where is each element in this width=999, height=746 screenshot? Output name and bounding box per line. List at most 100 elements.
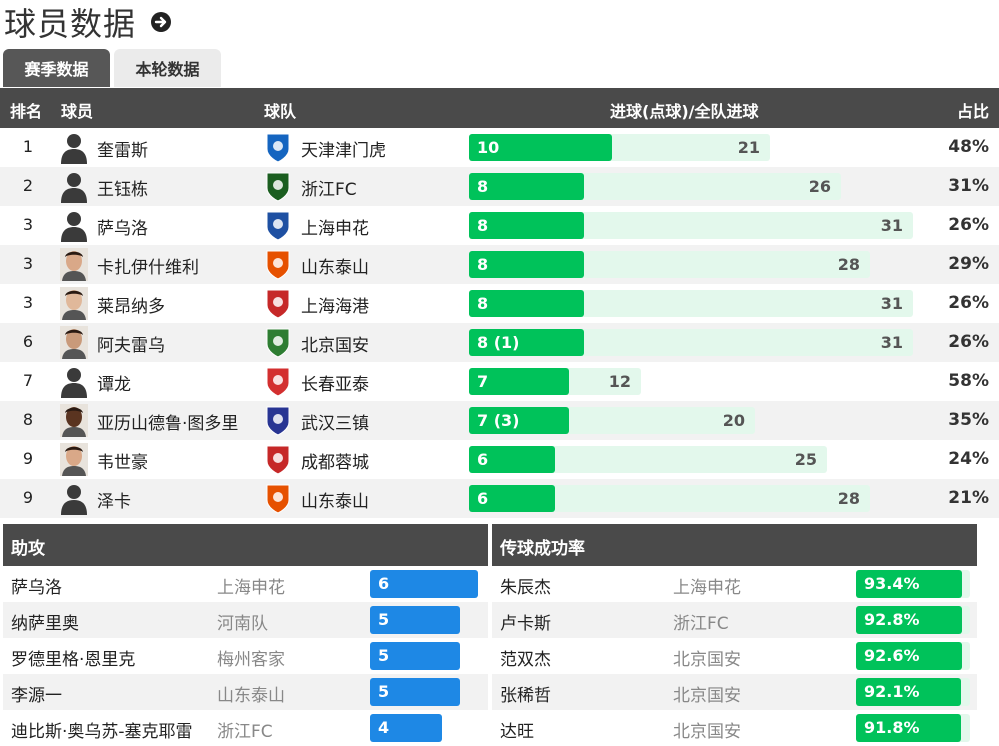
table-row[interactable]: 1 奎雷斯 天津津门虎 10 21 48% <box>0 128 999 167</box>
passing-player-name[interactable]: 张稀哲 <box>500 686 551 706</box>
player-name[interactable]: 韦世豪 <box>97 453 148 473</box>
player-name[interactable]: 谭龙 <box>97 375 131 395</box>
table-row[interactable]: 6 阿夫雷乌 北京国安 8 (1) 31 26% <box>0 323 999 362</box>
rank-cell: 3 <box>22 215 34 234</box>
list-item[interactable]: 罗德里格·恩里克 梅州客家 5 <box>3 638 488 674</box>
player-name[interactable]: 卡扎伊什维利 <box>97 258 199 278</box>
passing-team-name: 浙江FC <box>673 614 729 634</box>
passing-value-bar: 91.8% <box>856 714 961 742</box>
rank-cell: 9 <box>22 488 34 507</box>
rank-cell: 6 <box>22 332 34 351</box>
list-item[interactable]: 范双杰 北京国安 92.6% <box>492 638 977 674</box>
team-goals-value: 26 <box>808 177 831 196</box>
rank-cell: 8 <box>22 410 34 429</box>
header-player: 球员 <box>61 102 94 121</box>
team-name[interactable]: 天津津门虎 <box>301 141 386 161</box>
assist-team-name: 梅州客家 <box>217 650 285 670</box>
team-logo-icon <box>264 248 292 281</box>
list-item[interactable]: 李源一 山东泰山 5 <box>3 674 488 710</box>
goal-ratio: 35% <box>948 410 989 430</box>
assist-player-name[interactable]: 迪比斯·奥乌苏-塞克耶雷 <box>11 722 193 742</box>
team-name[interactable]: 北京国安 <box>301 336 369 356</box>
team-name[interactable]: 浙江FC <box>301 180 357 200</box>
assists-panel: 助攻 萨乌洛 上海申花 6 纳萨里奥 河南队 5 罗德里格·恩里克 梅州客家 5 李源一 山东泰山 5… <box>3 524 488 746</box>
list-item[interactable]: 张稀哲 北京国安 92.1% <box>492 674 977 710</box>
passing-value-bar: 92.1% <box>856 678 961 706</box>
rank-cell: 1 <box>22 137 34 156</box>
team-goals-value: 31 <box>880 216 903 235</box>
player-goals-bar: 8 <box>469 212 584 239</box>
list-item[interactable]: 朱辰杰 上海申花 93.4% <box>492 566 977 602</box>
player-name[interactable]: 奎雷斯 <box>97 141 148 161</box>
scorers-table: 排名 球员 球队 进球(点球)/全队进球 占比 1 奎雷斯 天津津门虎 10 21 48%… <box>0 88 999 518</box>
player-name[interactable]: 萨乌洛 <box>97 219 148 239</box>
list-item[interactable]: 迪比斯·奥乌苏-塞克耶雷 浙江FC 4 <box>3 710 488 746</box>
passing-player-name[interactable]: 朱辰杰 <box>500 578 551 598</box>
team-logo-icon <box>264 482 292 515</box>
passing-value-bar: 92.8% <box>856 606 962 634</box>
goal-ratio: 26% <box>948 293 989 313</box>
player-name[interactable]: 王钰栋 <box>97 180 148 200</box>
team-name[interactable]: 上海海港 <box>301 297 369 317</box>
team-goals-value: 25 <box>794 450 817 469</box>
player-avatar <box>60 482 88 515</box>
player-name[interactable]: 阿夫雷乌 <box>97 336 165 356</box>
rank-cell: 2 <box>22 176 34 195</box>
team-name[interactable]: 上海申花 <box>301 219 369 239</box>
header-team: 球队 <box>264 102 297 121</box>
team-name[interactable]: 山东泰山 <box>301 258 369 278</box>
passing-player-name[interactable]: 卢卡斯 <box>500 614 551 634</box>
table-row[interactable]: 2 王钰栋 浙江FC 8 26 31% <box>0 167 999 206</box>
passing-list: 朱辰杰 上海申花 93.4% 卢卡斯 浙江FC 92.8% 范双杰 北京国安 92.6% 张稀哲北… <box>492 566 977 746</box>
player-avatar <box>60 287 88 320</box>
team-name[interactable]: 武汉三镇 <box>301 414 369 434</box>
team-name[interactable]: 成都蓉城 <box>301 453 369 473</box>
assist-team-name: 河南队 <box>217 614 268 634</box>
assist-value-bar: 4 <box>370 714 442 742</box>
assist-player-name[interactable]: 李源一 <box>11 686 62 706</box>
passing-player-name[interactable]: 范双杰 <box>500 650 551 670</box>
goal-ratio: 26% <box>948 215 989 235</box>
passing-player-name[interactable]: 达旺 <box>500 722 534 742</box>
team-logo-icon <box>264 326 292 359</box>
team-logo-icon <box>264 287 292 320</box>
passing-value-bar: 93.4% <box>856 570 962 598</box>
tab-season-stats[interactable]: 赛季数据 <box>3 49 110 87</box>
goal-ratio: 29% <box>948 254 989 274</box>
table-row[interactable]: 9 韦世豪 成都蓉城 6 25 24% <box>0 440 999 479</box>
player-name[interactable]: 莱昂纳多 <box>97 297 165 317</box>
team-name[interactable]: 长春亚泰 <box>301 375 369 395</box>
list-item[interactable]: 纳萨里奥 河南队 5 <box>3 602 488 638</box>
goal-ratio: 31% <box>948 176 989 196</box>
assist-player-name[interactable]: 罗德里格·恩里克 <box>11 650 136 670</box>
player-avatar <box>60 248 88 281</box>
tab-round-stats[interactable]: 本轮数据 <box>114 49 221 87</box>
team-goals-value: 12 <box>608 372 631 391</box>
player-goals-bar: 6 <box>469 446 555 473</box>
table-row[interactable]: 3 萨乌洛 上海申花 8 31 26% <box>0 206 999 245</box>
list-item[interactable]: 达旺 北京国安 91.8% <box>492 710 977 746</box>
goal-ratio: 48% <box>948 137 989 157</box>
passing-team-name: 北京国安 <box>673 722 741 742</box>
goal-ratio: 21% <box>948 488 989 508</box>
team-name[interactable]: 山东泰山 <box>301 492 369 512</box>
arrow-right-circle-icon[interactable] <box>150 11 172 33</box>
player-name[interactable]: 泽卡 <box>97 492 131 512</box>
passing-value-bar: 92.6% <box>856 642 962 670</box>
team-logo-icon <box>264 443 292 476</box>
assist-player-name[interactable]: 萨乌洛 <box>11 578 62 598</box>
table-row[interactable]: 7 谭龙 长春亚泰 7 12 58% <box>0 362 999 401</box>
rank-cell: 3 <box>22 293 34 312</box>
list-item[interactable]: 萨乌洛 上海申花 6 <box>3 566 488 602</box>
player-name[interactable]: 亚历山德鲁·图多里 <box>97 414 239 434</box>
tab-bar: 赛季数据 本轮数据 <box>3 49 221 87</box>
assist-player-name[interactable]: 纳萨里奥 <box>11 614 79 634</box>
table-row[interactable]: 8 亚历山德鲁·图多里 武汉三镇 7 (3) 20 35% <box>0 401 999 440</box>
table-row[interactable]: 3 莱昂纳多 上海海港 8 31 26% <box>0 284 999 323</box>
passing-team-name: 北京国安 <box>673 686 741 706</box>
table-row[interactable]: 9 泽卡 山东泰山 6 28 21% <box>0 479 999 518</box>
assist-value-bar: 5 <box>370 642 460 670</box>
player-goals-bar: 8 <box>469 251 584 278</box>
list-item[interactable]: 卢卡斯 浙江FC 92.8% <box>492 602 977 638</box>
table-row[interactable]: 3 卡扎伊什维利 山东泰山 8 28 29% <box>0 245 999 284</box>
